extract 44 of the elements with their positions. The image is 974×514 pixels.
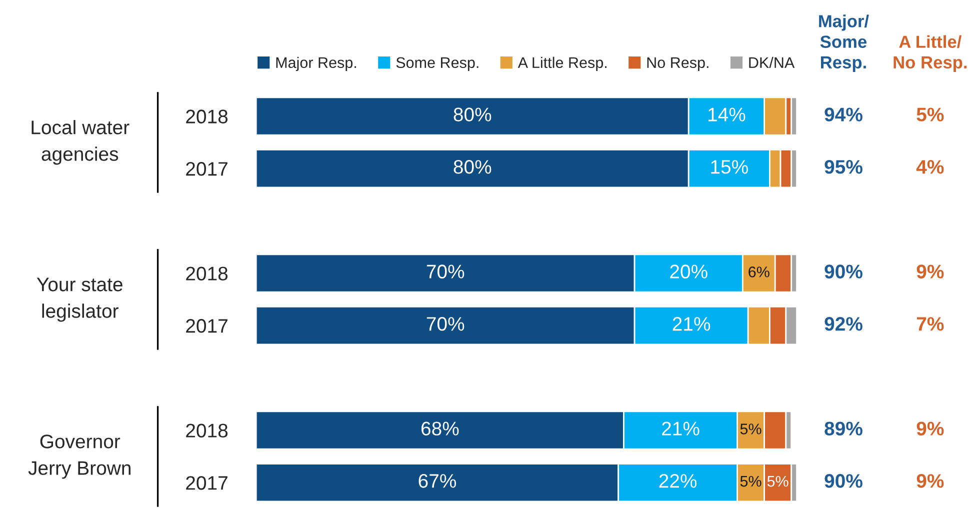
text: 92% xyxy=(824,317,862,331)
y-tick-label: 2018 xyxy=(186,110,228,124)
y-tick-label: 2018 xyxy=(186,266,228,280)
y-tick-label: 2017 xyxy=(186,162,228,176)
y-tick-label: 2017 xyxy=(186,476,228,490)
text: 90% xyxy=(824,474,862,488)
text: Local water agencies xyxy=(32,120,130,165)
data-label: 21% xyxy=(672,317,710,331)
text: Your state legislator xyxy=(36,278,122,322)
text: A Little/ No Resp. xyxy=(894,35,967,72)
text: 89% xyxy=(824,422,862,436)
data-label: 5% xyxy=(740,424,762,434)
data-label: 14% xyxy=(708,108,746,122)
text: 5% xyxy=(916,108,944,122)
y-tick-label: 2018 xyxy=(186,424,228,438)
legend-label: Some Resp. xyxy=(396,57,478,72)
text: 94% xyxy=(824,108,862,122)
text: 9% xyxy=(916,422,944,436)
text: 95% xyxy=(824,160,862,174)
legend-label: A Little Resp. xyxy=(518,56,606,72)
data-label: 22% xyxy=(659,474,697,488)
text: 90% xyxy=(824,264,862,278)
data-label: 5% xyxy=(767,476,788,487)
text: 7% xyxy=(916,317,944,331)
text: Major/ Some Resp. xyxy=(819,14,869,72)
data-label: 80% xyxy=(454,160,492,174)
data-label: 15% xyxy=(711,160,748,174)
text: 4% xyxy=(916,160,944,174)
data-label: 20% xyxy=(670,264,708,278)
legend-label: No Resp. xyxy=(647,57,708,72)
data-label: 80% xyxy=(454,108,492,122)
text: 9% xyxy=(916,264,944,278)
data-label: 68% xyxy=(421,422,459,436)
data-label: 5% xyxy=(740,476,762,487)
data-label: 67% xyxy=(418,474,456,488)
data-label: 6% xyxy=(748,266,770,278)
y-tick-label: 2017 xyxy=(186,319,228,333)
data-label: 21% xyxy=(662,422,700,436)
text: 9% xyxy=(916,474,944,488)
text: Governor Jerry Brown xyxy=(28,434,130,479)
data-label: 70% xyxy=(426,317,464,331)
legend-label: Major Resp. xyxy=(276,56,356,72)
data-label: 70% xyxy=(426,264,464,278)
legend-label: DK/NA xyxy=(749,56,795,68)
